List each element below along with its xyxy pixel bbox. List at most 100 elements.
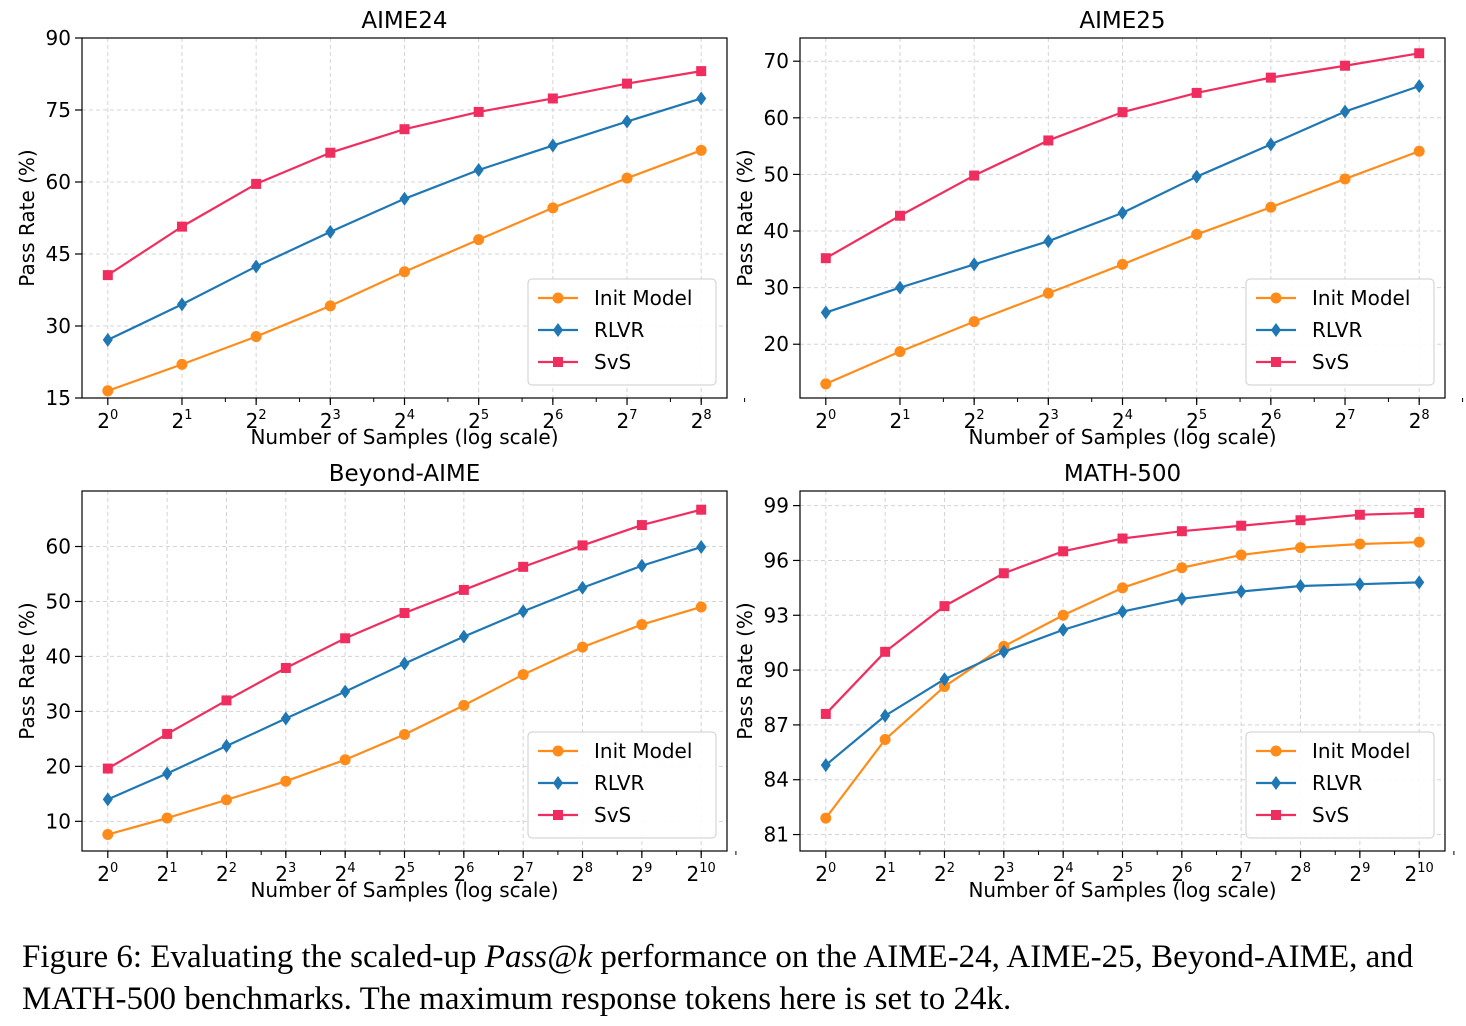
y-tick-label: 81 <box>764 823 789 847</box>
x-tick-label: 21 <box>157 861 178 886</box>
chart-aime24: 20 21 22 23 24 25 26 27 28 15 30 45 60 75 90 AIME24 Numb… <box>15 8 746 449</box>
x-tick-label: 20 <box>97 861 118 886</box>
y-tick-label: 60 <box>46 535 71 559</box>
data-point-init-model <box>695 601 707 613</box>
legend-label: SvS <box>594 350 631 374</box>
data-point-svs <box>325 147 336 158</box>
data-point-svs <box>547 93 558 104</box>
data-point-init-model <box>968 316 980 328</box>
data-point-rlvr <box>1176 591 1187 606</box>
legend-label: RLVR <box>1312 771 1363 795</box>
data-point-rlvr <box>1191 169 1202 184</box>
x-tick-label: 26 <box>542 408 563 433</box>
data-point-init-model <box>636 619 648 631</box>
x-tick-label: 23 <box>320 408 341 433</box>
data-point-svs <box>340 633 351 644</box>
y-tick-label: 60 <box>46 170 71 194</box>
x-tick-label: 28 <box>1290 861 1311 886</box>
data-point-rlvr <box>820 305 831 320</box>
data-point-rlvr <box>969 257 980 272</box>
data-point-rlvr <box>1117 205 1128 220</box>
x-tick-label: 23 <box>993 861 1014 886</box>
figure-caption: Figure 6: Evaluating the scaled-up Pass@… <box>22 936 1462 1020</box>
legend-label: Init Model <box>1312 739 1410 763</box>
data-point-init-model <box>820 378 832 390</box>
plot-frame <box>81 490 728 852</box>
data-point-rlvr <box>280 711 291 726</box>
y-axis-label: Pass Rate (%) <box>15 149 39 286</box>
data-point-init-model <box>1413 145 1425 157</box>
x-axis-label: Number of Samples (log scale) <box>968 425 1276 449</box>
x-tick-label: 28 <box>572 861 593 886</box>
data-point-init-model <box>1057 609 1069 621</box>
data-point-svs <box>696 504 707 515</box>
data-point-init-model <box>1265 201 1277 213</box>
legend-box <box>1245 731 1435 839</box>
data-point-init-model <box>938 681 950 693</box>
y-tick-label: 99 <box>764 494 789 518</box>
plot-frame <box>799 37 1446 399</box>
data-point-svs <box>1295 515 1306 526</box>
legend-marker <box>552 292 564 304</box>
data-point-svs <box>894 210 905 221</box>
data-point-init-model <box>102 385 114 397</box>
legend: Init Model RLVR SvS <box>1245 278 1435 386</box>
data-point-svs <box>1414 507 1425 518</box>
chart-title: MATH-500 <box>1064 461 1181 487</box>
data-point-svs <box>1265 72 1276 83</box>
data-point-svs <box>1043 135 1054 146</box>
data-point-rlvr <box>621 114 633 129</box>
data-point-rlvr <box>102 792 113 807</box>
chart-title: AIME24 <box>361 8 447 34</box>
x-tick-label: 21 <box>889 408 910 433</box>
data-point-init-model <box>621 172 633 184</box>
data-point-rlvr <box>998 644 1009 659</box>
data-point-init-model <box>1295 542 1307 554</box>
legend-marker <box>553 810 563 820</box>
y-tick-label: 93 <box>764 603 789 627</box>
data-point-rlvr <box>547 138 558 153</box>
data-point-svs <box>969 170 980 181</box>
y-tick-label: 30 <box>46 314 71 338</box>
data-point-svs <box>1414 48 1425 59</box>
data-point-rlvr <box>518 604 529 619</box>
data-point-svs <box>162 728 173 739</box>
x-tick-label: 20 <box>815 408 836 433</box>
data-point-svs <box>1117 533 1128 544</box>
data-point-rlvr <box>880 708 891 723</box>
legend: Init Model RLVR SvS <box>527 278 717 386</box>
legend-label: SvS <box>1312 803 1349 827</box>
legend-label: Init Model <box>594 286 692 310</box>
legend: Init Model RLVR SvS <box>1245 731 1435 839</box>
legend-marker <box>1270 292 1282 304</box>
legend-marker <box>1271 357 1281 367</box>
data-point-init-model <box>339 754 351 766</box>
x-tick-label: 27 <box>1231 861 1252 886</box>
data-point-svs <box>577 540 588 551</box>
data-point-svs <box>280 662 291 673</box>
data-point-init-model <box>1339 173 1351 185</box>
legend-marker <box>552 776 564 790</box>
legend-marker <box>1270 323 1282 337</box>
x-axis-label: Number of Samples (log scale) <box>968 878 1276 902</box>
legend: Init Model RLVR SvS <box>527 731 717 839</box>
data-point-init-model <box>1413 536 1425 548</box>
data-point-rlvr <box>696 540 707 555</box>
y-tick-label: 50 <box>46 589 71 613</box>
data-point-init-model <box>102 829 114 841</box>
data-point-svs <box>820 253 831 264</box>
legend-marker <box>553 357 563 367</box>
data-point-svs <box>176 221 187 232</box>
data-point-rlvr <box>1295 579 1306 594</box>
data-point-svs <box>1354 509 1365 520</box>
data-point-svs <box>1117 107 1128 118</box>
data-point-rlvr <box>939 672 950 687</box>
x-tick-label: 210 <box>687 861 716 886</box>
x-tick-label: 23 <box>1038 408 1059 433</box>
legend-marker <box>1270 776 1282 790</box>
data-point-rlvr <box>1339 104 1351 119</box>
x-tick-label: 27 <box>617 408 638 433</box>
legend-label: RLVR <box>594 318 645 342</box>
y-tick-label: 87 <box>764 713 789 737</box>
data-point-init-model <box>458 699 470 711</box>
